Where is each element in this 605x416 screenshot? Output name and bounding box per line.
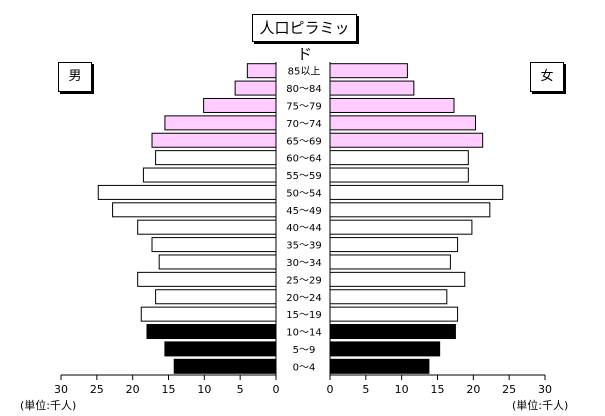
male-bar (112, 202, 277, 218)
female-bar (329, 167, 469, 183)
unit-label-right: (単位:千人) (512, 399, 569, 412)
female-bar (329, 358, 430, 374)
male-x-tick-label: 20 (126, 383, 140, 396)
female-bar (329, 115, 476, 131)
male-bar (155, 150, 277, 166)
male-bar (164, 341, 277, 357)
age-group-label: 55～59 (286, 171, 321, 182)
age-group-label: 70～74 (286, 119, 321, 130)
male-x-tick-label: 10 (197, 383, 211, 396)
age-group-label: 65～69 (286, 136, 321, 147)
female-x-tick-label: 25 (502, 383, 516, 396)
female-bar (329, 341, 441, 357)
female-bar (329, 237, 459, 253)
male-bar (203, 97, 277, 113)
male-x-tick-label: 30 (54, 383, 68, 396)
age-group-label: 10～14 (286, 328, 321, 339)
female-x-tick-label: 0 (327, 383, 334, 396)
male-bar (151, 132, 277, 148)
female-x-tick-label: 20 (466, 383, 480, 396)
male-bar (137, 219, 277, 235)
age-group-label: 0～4 (293, 362, 316, 373)
male-bar (97, 184, 277, 200)
age-group-label: 75～79 (286, 101, 321, 112)
male-bar (155, 289, 277, 305)
male-x-tick-label: 5 (237, 383, 244, 396)
age-group-label: 5～9 (293, 345, 316, 356)
age-group-label: 50～54 (286, 188, 321, 199)
female-bar (329, 271, 466, 287)
male-bar (164, 115, 277, 131)
age-group-label: 30～34 (286, 258, 321, 269)
female-bar (329, 150, 469, 166)
age-group-label: 25～29 (286, 275, 321, 286)
male-x-tick-label: 15 (161, 383, 175, 396)
female-bar (329, 80, 415, 96)
age-group-label: 15～19 (286, 310, 321, 321)
age-group-label: 60～64 (286, 154, 321, 165)
male-bar (151, 237, 277, 253)
male-bar (137, 271, 277, 287)
female-bar (329, 254, 451, 270)
chart-title: 人口ピラミッド (252, 14, 357, 63)
female-bar (329, 202, 491, 218)
female-bar (329, 324, 456, 340)
age-group-label: 85以上 (288, 66, 321, 78)
female-bar (329, 63, 408, 79)
female-bar (329, 184, 504, 200)
male-bar (140, 306, 277, 322)
female-bar (329, 132, 484, 148)
age-group-label: 35～39 (286, 241, 321, 252)
female-label: 女 (530, 62, 564, 92)
age-group-label: 45～49 (286, 206, 321, 217)
male-bar (158, 254, 277, 270)
female-x-tick-label: 10 (395, 383, 409, 396)
male-x-tick-label: 25 (90, 383, 104, 396)
male-bar (173, 358, 277, 374)
male-bar (246, 63, 277, 79)
age-group-label: 40～44 (286, 223, 321, 234)
unit-label-left: (単位:千人) (20, 399, 77, 412)
male-bar (142, 167, 277, 183)
female-bar (329, 219, 473, 235)
female-bar (329, 289, 448, 305)
age-group-label: 20～24 (286, 293, 321, 304)
female-x-tick-label: 15 (431, 383, 445, 396)
female-bar (329, 306, 459, 322)
age-group-label: 80～84 (286, 84, 321, 95)
male-label: 男 (58, 62, 92, 92)
female-x-tick-label: 30 (538, 383, 552, 396)
male-bar (146, 324, 277, 340)
female-bar (329, 97, 455, 113)
female-x-tick-label: 5 (362, 383, 369, 396)
male-bar (234, 80, 277, 96)
male-x-tick-label: 0 (273, 383, 280, 396)
